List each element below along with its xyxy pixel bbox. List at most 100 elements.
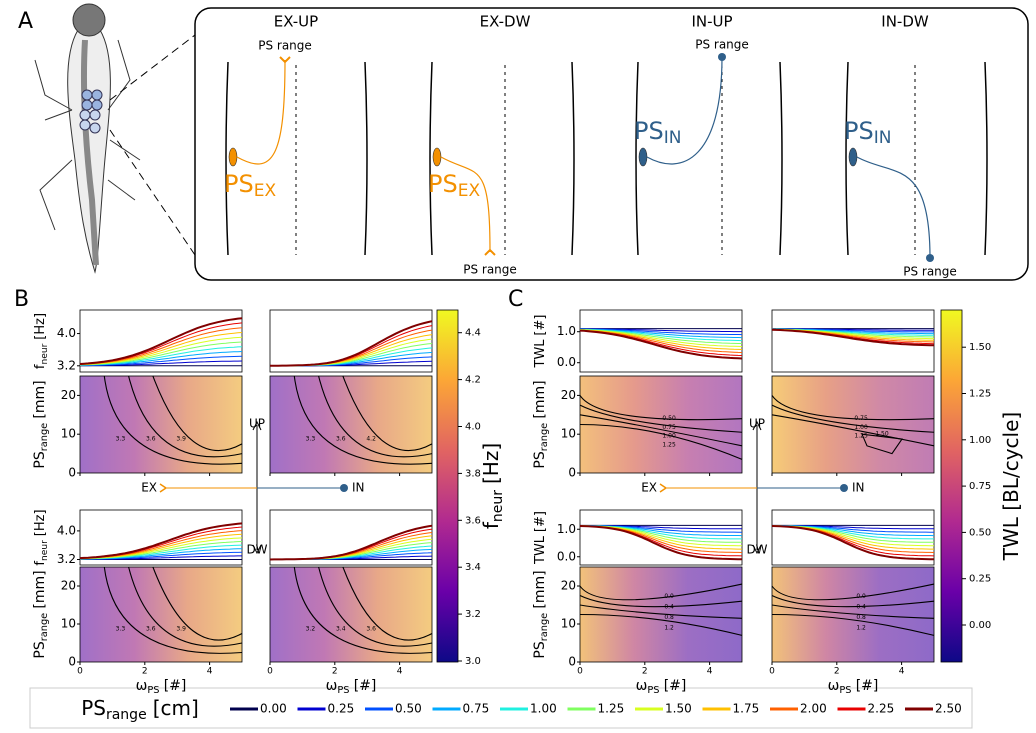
body-outline xyxy=(571,61,575,256)
ps-axon xyxy=(236,59,286,165)
label-main: f xyxy=(479,521,503,529)
ps-sub: IN xyxy=(664,128,682,148)
sim-curve xyxy=(771,525,935,561)
contour xyxy=(579,604,743,619)
ps-sub: IN xyxy=(874,128,892,148)
y-tick-label: 10 xyxy=(61,427,76,441)
contour xyxy=(128,566,243,647)
x-tick-label: 4 xyxy=(397,667,403,677)
axis-label: TWL [#] xyxy=(533,511,548,565)
ps-range-label: PS range xyxy=(258,39,312,53)
y-tick-label: 10 xyxy=(561,617,576,631)
contour xyxy=(152,566,243,641)
contour-label: 3.3 xyxy=(116,436,126,443)
guide-dot xyxy=(840,484,848,492)
legend-label: 0.25 xyxy=(328,702,355,716)
panel-label: C xyxy=(508,287,523,312)
colorbar-tick-label: 3.8 xyxy=(465,468,481,479)
colorbar-tick-label: 4.0 xyxy=(465,422,481,433)
label-main: TWL [BL/cycle] xyxy=(999,412,1023,561)
ps-range-marker xyxy=(279,56,291,64)
contour xyxy=(103,375,243,465)
contour-label: 3.6 xyxy=(146,625,156,632)
y-tick-label: 10 xyxy=(61,617,76,631)
axis-label: PSrange [mm] xyxy=(532,570,550,658)
ps-label: PSIN xyxy=(844,117,891,148)
sim-curve xyxy=(269,524,433,561)
contour-label: 0.75 xyxy=(662,424,676,431)
colorbar-tick-label: 1.00 xyxy=(969,435,991,446)
contour-label: 1.50 xyxy=(875,431,889,438)
label-main: PS xyxy=(32,641,48,658)
label-main: ω xyxy=(828,678,840,694)
contour-label: 4.2 xyxy=(366,436,376,443)
colorbar-tick-label: 4.2 xyxy=(465,375,481,386)
ps-main: PS xyxy=(224,170,254,198)
y-tick-label: 20 xyxy=(61,579,76,593)
colorbar-tick-label: 0.75 xyxy=(969,481,991,492)
guide-label: EX xyxy=(641,481,657,495)
sim-curve xyxy=(579,329,743,360)
contour xyxy=(342,566,433,641)
label-unit: [mm] xyxy=(532,380,548,418)
y-tick-label: 0 xyxy=(68,466,76,480)
body-outline xyxy=(779,61,783,256)
x-tick-label: 4 xyxy=(899,667,905,677)
label-sub: neur xyxy=(39,540,49,561)
diagram-box xyxy=(194,7,1029,281)
y-tick-label: 10 xyxy=(561,427,576,441)
axis-label: ωPS [#] xyxy=(136,678,187,696)
ps-neuron xyxy=(228,147,238,167)
x-tick-label: 4 xyxy=(707,667,713,677)
y-tick-label: 3.2 xyxy=(57,552,76,566)
label-main: ω xyxy=(136,678,148,694)
axis-label: PSrange [mm] xyxy=(32,570,50,658)
x-tick-label: 4 xyxy=(207,667,213,677)
axis-label: fneur [Hz] xyxy=(33,509,50,565)
legend-label: 0.75 xyxy=(463,702,490,716)
label-sub: PS xyxy=(839,685,851,696)
contour-label: 3.6 xyxy=(146,436,156,443)
contour-label: 3.9 xyxy=(176,436,186,443)
ps-range-marker xyxy=(926,254,934,262)
axis-label: ωPS [#] xyxy=(828,678,879,696)
contour xyxy=(103,566,243,654)
legend-label: 2.00 xyxy=(800,702,827,716)
salamander-sketch xyxy=(34,3,141,274)
legend-label: 1.00 xyxy=(530,702,557,716)
contour-label: 0.75 xyxy=(854,415,868,422)
y-tick-label: 4.0 xyxy=(57,326,76,340)
column-title: EX-DW xyxy=(480,13,531,31)
label-sub: neur xyxy=(490,490,506,522)
guide-label: IN xyxy=(852,481,865,495)
label-sub: range xyxy=(539,613,550,642)
heatmap xyxy=(79,566,243,663)
axis-label: fneur [Hz] xyxy=(33,313,50,369)
y-tick-label: 0.0 xyxy=(557,355,576,369)
contour-label: 3.6 xyxy=(336,436,346,443)
contour xyxy=(318,566,433,647)
axis-label: fneur [Hz] xyxy=(479,443,507,529)
label-main: PS xyxy=(532,641,548,658)
contour-label: 1.2 xyxy=(856,624,866,631)
column-title: EX-UP xyxy=(274,13,318,31)
ps-axon xyxy=(440,156,491,253)
ps-neuron xyxy=(848,147,858,167)
x-tick-label: 2 xyxy=(142,667,148,677)
ps-sub: EX xyxy=(458,181,481,201)
sim-curve xyxy=(270,320,433,367)
y-tick-label: 3.2 xyxy=(57,358,76,372)
x-tick-label: 2 xyxy=(834,667,840,677)
contour-label: 3.2 xyxy=(306,625,316,632)
contour-label: 3.6 xyxy=(366,625,376,632)
ps-main: PS xyxy=(428,170,458,198)
colorbar-tick-label: 3.0 xyxy=(465,656,481,667)
colorbar-tick-label: 1.50 xyxy=(969,342,991,353)
contour xyxy=(579,583,743,601)
y-tick-label: 0.0 xyxy=(557,549,576,563)
label-unit: [mm] xyxy=(32,570,48,608)
ps-neuron xyxy=(432,147,442,167)
body-outline xyxy=(845,61,849,256)
contour-label: 3.3 xyxy=(116,625,126,632)
